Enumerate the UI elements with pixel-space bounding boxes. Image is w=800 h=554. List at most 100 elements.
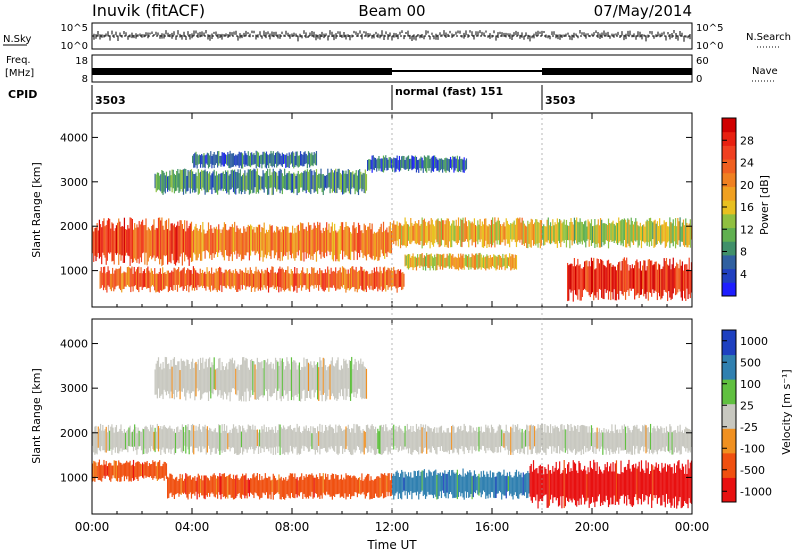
echo-band <box>567 257 693 302</box>
echo-mark <box>218 173 220 191</box>
echo-mark <box>336 475 338 495</box>
colorbar-swatch <box>722 186 736 201</box>
echo-mark <box>634 221 636 241</box>
echo-mark <box>670 222 672 244</box>
echo-mark <box>443 253 445 268</box>
echo-mark <box>270 269 272 288</box>
echo-mark <box>196 228 198 261</box>
echo-mark <box>403 432 405 450</box>
echo-mark <box>327 229 329 251</box>
echo-mark <box>131 266 133 287</box>
echo-mark <box>514 224 516 243</box>
freq-right-tick-bottom: 0 <box>696 74 702 85</box>
echo-mark <box>268 229 270 253</box>
echo-mark <box>395 471 397 494</box>
echo-mark <box>579 264 581 301</box>
colorbar-swatch <box>722 268 736 283</box>
echo-mark <box>226 171 228 194</box>
echo-mark <box>331 427 333 449</box>
echo-mark <box>159 175 161 191</box>
colorbar-tick-label: 4 <box>740 268 747 281</box>
echo-mark <box>614 463 616 505</box>
echo-mark <box>181 169 183 192</box>
echo-mark <box>620 432 622 451</box>
echo-mark <box>454 156 456 171</box>
echo-mark <box>337 475 339 495</box>
echo-mark <box>419 225 421 245</box>
echo-mark <box>446 428 448 453</box>
colorbar-tick-label: 28 <box>740 134 754 147</box>
echo-mark <box>198 274 200 288</box>
echo-mark <box>92 432 94 446</box>
echo-mark <box>232 474 235 500</box>
echo-mark <box>465 431 468 448</box>
echo-mark <box>365 230 368 261</box>
echo-mark <box>601 430 603 447</box>
echo-mark <box>215 368 218 390</box>
echo-mark <box>230 478 232 498</box>
echo-mark <box>664 261 666 292</box>
echo-mark <box>462 159 464 173</box>
echo-mark <box>582 224 585 241</box>
echo-mark <box>493 428 495 454</box>
echo-mark <box>410 257 412 267</box>
echo-mark <box>214 175 216 193</box>
echo-mark <box>192 477 194 495</box>
echo-mark <box>347 226 349 260</box>
echo-mark <box>132 429 135 452</box>
echo-mark <box>231 357 233 389</box>
echo-mark <box>262 271 264 290</box>
echo-mark <box>173 173 176 194</box>
echo-mark <box>511 477 513 497</box>
echo-mark <box>470 223 472 240</box>
echo-mark <box>285 174 287 190</box>
echo-mark <box>546 473 548 508</box>
echo-mark <box>445 220 447 245</box>
noise-left-tick-top: 10^5 <box>61 23 88 34</box>
echo-mark <box>634 265 636 300</box>
echo-mark <box>181 361 183 392</box>
echo-mark <box>101 430 103 447</box>
y-tick-label: 1000 <box>60 471 88 484</box>
echo-mark <box>662 468 664 496</box>
echo-mark <box>294 228 296 261</box>
echo-mark <box>312 175 314 190</box>
echo-mark <box>599 469 602 507</box>
echo-mark <box>405 474 407 492</box>
echo-mark <box>580 268 582 301</box>
echo-mark <box>209 273 212 292</box>
echo-mark <box>414 256 416 268</box>
echo-mark <box>371 155 373 173</box>
echo-mark <box>248 226 251 261</box>
echo-mark <box>292 151 294 167</box>
echo-mark <box>136 433 138 455</box>
echo-mark <box>174 175 177 192</box>
echo-mark <box>538 427 540 454</box>
echo-mark <box>122 432 124 450</box>
echo-mark <box>386 427 388 448</box>
echo-mark <box>289 473 291 499</box>
echo-mark <box>293 360 295 401</box>
echo-mark <box>212 154 214 165</box>
echo-mark <box>254 155 256 164</box>
echo-mark <box>296 423 298 455</box>
echo-mark <box>453 426 455 453</box>
echo-mark <box>127 225 129 256</box>
echo-mark <box>271 479 273 492</box>
echo-mark <box>267 154 269 166</box>
echo-mark <box>243 475 245 496</box>
echo-mark <box>419 254 421 268</box>
echo-mark <box>387 232 389 252</box>
echo-mark <box>397 225 399 247</box>
echo-mark <box>398 270 401 287</box>
echo-mark <box>161 217 163 267</box>
echo-mark <box>389 157 391 168</box>
echo-mark <box>185 231 187 255</box>
echo-mark <box>613 266 615 290</box>
echo-mark <box>254 232 256 256</box>
echo-mark <box>484 474 486 493</box>
echo-mark <box>238 273 240 290</box>
echo-mark <box>578 265 580 290</box>
echo-mark <box>621 425 623 451</box>
echo-mark <box>252 424 254 450</box>
